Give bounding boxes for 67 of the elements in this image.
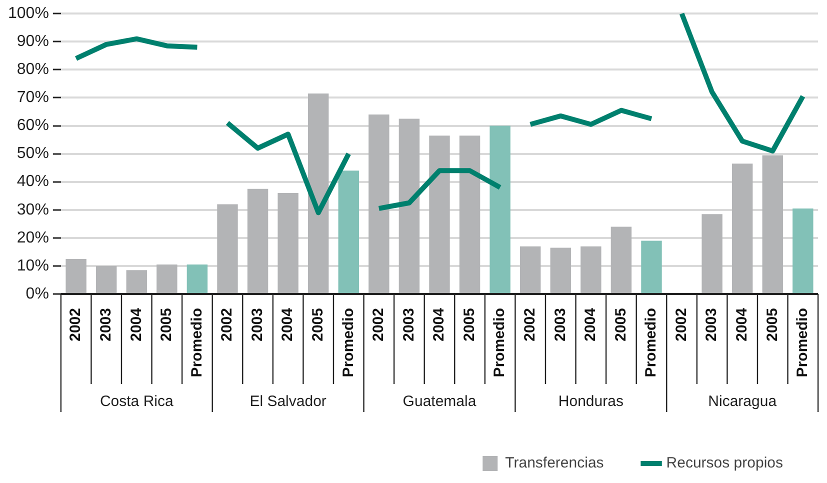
bar	[308, 94, 329, 293]
bar	[580, 246, 602, 293]
bar	[278, 193, 298, 293]
y-tick-label: 80%	[16, 61, 49, 78]
x-tick-label: 2002	[370, 308, 388, 342]
legend-label: Recursos propios	[666, 454, 783, 472]
x-tick-label: 2005	[460, 308, 478, 342]
x-tick-label: 2005	[309, 308, 326, 342]
legend-label: Transferencias	[505, 454, 604, 472]
x-tick-label: 2003	[248, 308, 266, 342]
y-tick-label: 30%	[16, 201, 49, 218]
x-tick-label: 2003	[97, 308, 114, 342]
text: Guatemala	[402, 393, 477, 410]
y-tick-label: 20%	[16, 229, 49, 246]
x-tick-label: 2002	[67, 308, 84, 342]
x-tick-label: 2003	[703, 308, 720, 342]
bar	[368, 114, 390, 293]
bar	[520, 246, 541, 293]
x-tick-label: Promedio	[794, 308, 812, 378]
x-tick-label: 2002	[218, 308, 236, 342]
x-tick-label: 2004	[430, 307, 448, 342]
y-tick-label: 60%	[16, 117, 49, 134]
bar	[186, 264, 208, 293]
x-tick-label: 2004	[582, 307, 600, 342]
x-tick-label: 2004	[279, 307, 296, 342]
text: Costa Rica	[100, 393, 174, 410]
y-tick-label: 40%	[16, 173, 49, 190]
bar	[610, 226, 632, 293]
text: Honduras	[558, 393, 624, 410]
x-tick-label: 2005	[612, 308, 630, 342]
bar	[490, 126, 510, 293]
x-tick-label: 2004	[733, 307, 750, 342]
bar	[792, 208, 814, 293]
bar	[762, 155, 783, 293]
y-tick-label: 50%	[16, 145, 49, 162]
text: Nicaragua	[708, 393, 778, 410]
bar	[702, 214, 722, 293]
bar	[66, 258, 86, 293]
bar	[732, 164, 753, 293]
y-tick-label: 10%	[16, 257, 49, 274]
bar	[96, 266, 117, 293]
bar	[459, 136, 480, 293]
x-tick-label: 2003	[400, 308, 418, 342]
x-tick-label: Promedio	[188, 308, 206, 378]
x-tick-label: Promedio	[340, 308, 357, 378]
x-tick-label: 2003	[552, 308, 569, 342]
bar	[217, 204, 238, 293]
text: El Salvador	[250, 393, 326, 410]
y-tick-label: 100%	[8, 5, 49, 22]
x-tick-label: 2005	[764, 308, 781, 342]
bar	[338, 170, 359, 293]
y-tick-label: 70%	[16, 89, 49, 106]
bar	[156, 264, 178, 293]
y-tick-label: 0%	[26, 285, 49, 302]
y-tick-label: 90%	[16, 33, 49, 50]
bar	[429, 136, 450, 293]
bar	[641, 240, 662, 293]
bar	[126, 270, 147, 293]
x-tick-label: 2002	[521, 308, 538, 342]
x-tick-label: 2005	[158, 308, 176, 342]
bar	[247, 188, 268, 293]
x-tick-label: 2004	[128, 307, 145, 342]
x-tick-label: 2002	[672, 308, 690, 342]
bar	[398, 118, 420, 293]
bar	[550, 248, 571, 293]
x-tick-label: Promedio	[642, 308, 660, 378]
x-tick-label: Promedio	[491, 308, 508, 378]
